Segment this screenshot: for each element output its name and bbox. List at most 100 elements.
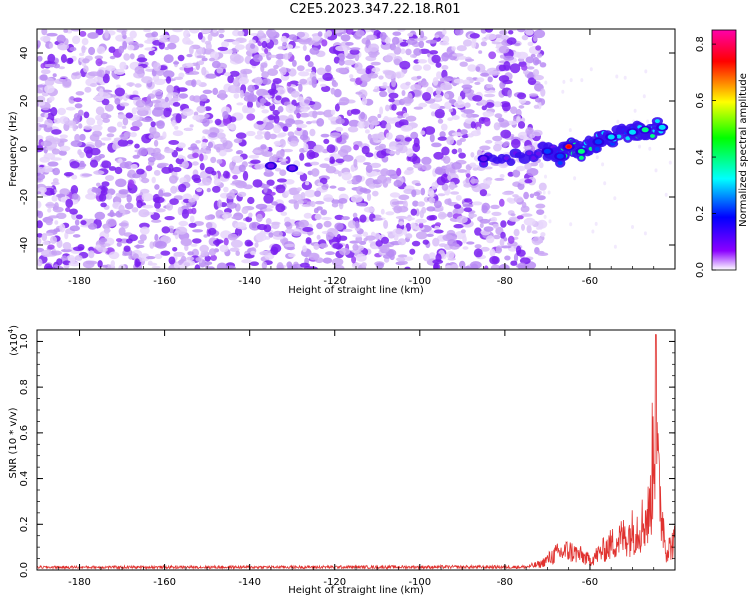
- heatmap-cell: [355, 253, 367, 262]
- heatmap-cell: [287, 246, 295, 251]
- heatmap-cell: [355, 220, 360, 229]
- heatmap-cell: [365, 164, 373, 173]
- heatmap-cell: [499, 30, 508, 35]
- heatmap-cell: [141, 193, 154, 202]
- heatmap-cell: [136, 57, 148, 63]
- heatmap-cell: [131, 120, 143, 128]
- heatmap-cell: [182, 108, 194, 116]
- y-tick-label: 0.0: [19, 562, 30, 578]
- heatmap-cell: [232, 174, 239, 180]
- heatmap-cell: [191, 161, 199, 166]
- heatmap-cell: [278, 158, 288, 162]
- heatmap-cell: [379, 90, 388, 98]
- colorbar-ticks: 0.0 0.2 0.4 0.6 0.8: [695, 36, 716, 278]
- heatmap-cell: [227, 233, 238, 241]
- heatmap-cell: [533, 35, 538, 42]
- heatmap-cell: [134, 258, 141, 268]
- heatmap-cell: [403, 226, 408, 236]
- heatmap-cell: [63, 172, 74, 177]
- heatmap-cell: [129, 53, 135, 60]
- x-tick-label: -100: [408, 577, 431, 588]
- heatmap-cell: [210, 254, 218, 261]
- heatmap-cell: [395, 228, 403, 235]
- heatmap-cell: [334, 103, 340, 112]
- heatmap-cell: [65, 198, 73, 208]
- heatmap-cell: [601, 162, 605, 167]
- heatmap-cell: [220, 137, 227, 143]
- heatmap-cell: [502, 142, 508, 148]
- heatmap-cell: [77, 149, 82, 156]
- heatmap-cell: [523, 217, 536, 226]
- heatmap-cell: [458, 152, 466, 159]
- heatmap-cell: [437, 193, 446, 197]
- heatmap-cell: [479, 189, 488, 197]
- heatmap-cell: [365, 68, 372, 75]
- heatmap-cell: [391, 104, 397, 111]
- heatmap-cell: [542, 190, 546, 195]
- heatmap-cell: [506, 37, 517, 45]
- heatmap-cell: [121, 30, 127, 36]
- heatmap-cell: [105, 65, 116, 72]
- heatmap-cell: [159, 34, 170, 39]
- heatmap-cell: [527, 41, 534, 47]
- heatmap-cell: [491, 211, 502, 216]
- heatmap-cell: [321, 183, 329, 190]
- heatmap-cell: [229, 161, 235, 171]
- heatmap-cell: [91, 124, 103, 132]
- heatmap-cell: [96, 182, 101, 187]
- heatmap-cell: [404, 217, 416, 221]
- heatmap-cell: [161, 226, 171, 234]
- heatmap-cell: [349, 47, 361, 51]
- y-tick-label: 40: [19, 47, 30, 60]
- heatmap-cell: [288, 52, 293, 57]
- heatmap-cell: [321, 39, 328, 47]
- snr-ylabel: SNR (10 * v/v): [8, 407, 19, 478]
- heatmap-cell: [368, 170, 379, 177]
- heatmap-cell: [41, 249, 53, 258]
- heatmap-cell: [413, 48, 422, 56]
- heatmap-cell: [544, 174, 547, 179]
- heatmap-cell: [433, 151, 444, 160]
- heatmap-cell: [369, 53, 378, 58]
- heatmap-cell: [371, 120, 380, 126]
- heatmap-cell: [462, 235, 467, 244]
- heatmap-cell: [289, 140, 299, 147]
- heatmap-cell: [300, 108, 309, 113]
- heatmap-cell: [273, 64, 279, 70]
- heatmap-cell: [385, 148, 390, 154]
- heatmap-cell: [141, 76, 153, 84]
- heatmap-cell: [400, 124, 413, 132]
- heatmap-cell: [172, 232, 178, 236]
- heatmap-cell: [70, 140, 83, 148]
- heatmap-cell: [395, 215, 408, 220]
- heatmap-cell: [498, 64, 507, 72]
- heatmap-cell: [68, 261, 81, 267]
- heatmap-cell: [156, 156, 162, 160]
- heatmap-cell: [335, 45, 347, 52]
- heatmap-cell: [157, 162, 169, 167]
- heatmap-cell: [323, 220, 332, 228]
- heatmap-cell: [489, 255, 500, 265]
- heatmap-cell: [434, 108, 445, 119]
- heatmap-cell: [412, 200, 419, 207]
- heatmap-cell: [388, 98, 395, 103]
- heatmap-cell: [93, 76, 103, 83]
- heatmap-cell: [96, 46, 106, 55]
- heatmap-cell: [484, 29, 494, 33]
- heatmap-cell: [404, 266, 411, 269]
- heatmap-cell: [457, 148, 463, 153]
- heatmap-cell: [533, 191, 541, 197]
- heatmap-cell: [447, 198, 452, 205]
- heatmap-cell: [378, 75, 384, 80]
- heatmap-cell: [265, 29, 277, 37]
- heatmap-cell: [435, 222, 441, 227]
- heatmap-cell: [548, 219, 552, 224]
- heatmap-cell: [204, 106, 212, 112]
- heatmap-cell: [285, 118, 295, 125]
- heatmap-cell: [293, 200, 299, 210]
- heatmap-cell: [203, 234, 208, 238]
- heatmap-cell: [60, 196, 66, 203]
- heatmap-cell: [69, 161, 80, 169]
- heatmap-cell: [539, 162, 544, 169]
- heatmap-cell: [305, 68, 313, 72]
